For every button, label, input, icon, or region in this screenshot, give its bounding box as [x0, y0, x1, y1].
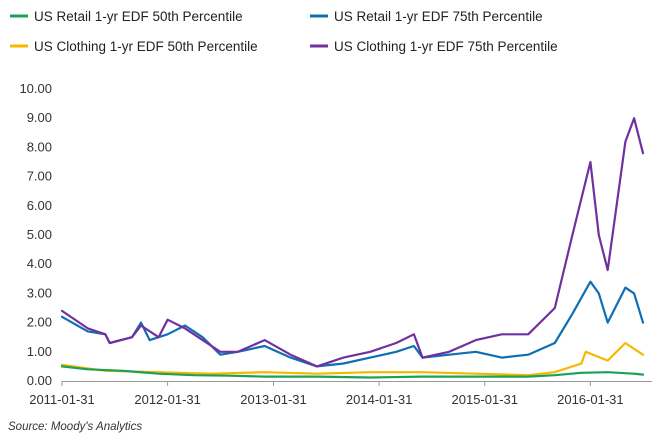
- y-tick-label: 8.00: [27, 139, 52, 154]
- legend-label: US Clothing 1-yr EDF 50th Percentile: [34, 39, 258, 54]
- plot-area: [60, 117, 645, 379]
- x-tick-label: 2012-01-31: [134, 392, 201, 407]
- x-tick-label: 2016-01-31: [557, 392, 624, 407]
- y-tick-label: 2.00: [27, 315, 52, 330]
- series-line: [60, 117, 645, 368]
- legend-item: US Retail 1-yr EDF 75th Percentile: [310, 9, 543, 24]
- y-tick-label: 10.00: [19, 81, 52, 96]
- y-tick-label: 0.00: [27, 373, 52, 388]
- x-tick-label: 2015-01-31: [452, 392, 519, 407]
- legend-label: US Retail 1-yr EDF 50th Percentile: [34, 9, 243, 24]
- y-tick-label: 7.00: [27, 169, 52, 184]
- y-tick-label: 5.00: [27, 227, 52, 242]
- series-line: [60, 365, 645, 379]
- legend-label: US Retail 1-yr EDF 75th Percentile: [334, 9, 543, 24]
- y-tick-label: 4.00: [27, 256, 52, 271]
- series-line: [60, 280, 645, 368]
- y-axis: 0.00 1.00 2.00 3.00 4.00 5.00 6.00 7.00 8.00 9.00…: [19, 81, 52, 388]
- legend-item: US Clothing 1-yr EDF 75th Percentile: [310, 39, 558, 54]
- legend-item: US Clothing 1-yr EDF 50th Percentile: [10, 39, 258, 54]
- x-tick-label: 2014-01-31: [346, 392, 413, 407]
- series-line: [60, 341, 645, 377]
- x-tick-label: 2013-01-31: [240, 392, 307, 407]
- y-tick-label: 9.00: [27, 110, 52, 125]
- legend: US Retail 1-yr EDF 50th Percentile US Ret…: [10, 9, 558, 54]
- y-tick-label: 1.00: [27, 344, 52, 359]
- source-note: Source: Moody's Analytics: [8, 421, 142, 433]
- legend-item: US Retail 1-yr EDF 50th Percentile: [10, 9, 243, 24]
- y-tick-label: 6.00: [27, 198, 52, 213]
- y-tick-label: 3.00: [27, 285, 52, 300]
- x-axis: 2011-01-31 2012-01-31 2013-01-31 2014-01-31…: [29, 381, 652, 407]
- legend-label: US Clothing 1-yr EDF 75th Percentile: [334, 39, 558, 54]
- x-tick-label: 2011-01-31: [29, 392, 95, 407]
